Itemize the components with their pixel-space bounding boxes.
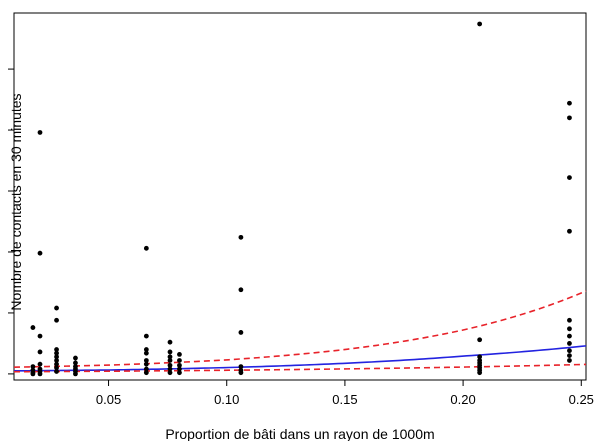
data-point xyxy=(567,326,572,332)
data-point xyxy=(54,347,59,352)
data-point xyxy=(238,287,244,293)
y-axis: 0 50 100 150 200 250 xyxy=(0,58,14,378)
y-tick-label: 250 xyxy=(0,58,3,80)
data-point xyxy=(567,115,572,121)
x-tick-label: 0.05 xyxy=(96,392,121,407)
x-axis-title: Proportion de bâti dans un rayon de 1000… xyxy=(165,426,434,441)
data-point xyxy=(73,360,78,366)
data-points xyxy=(30,21,572,377)
data-point xyxy=(167,358,173,363)
data-point xyxy=(177,370,182,376)
y-tick-label: 100 xyxy=(0,241,3,263)
data-point xyxy=(567,358,572,363)
data-point xyxy=(143,358,149,363)
data-point xyxy=(54,358,59,363)
data-point xyxy=(477,370,483,376)
data-point xyxy=(143,350,149,356)
data-point xyxy=(567,175,572,181)
plot-frame xyxy=(13,12,587,381)
data-point xyxy=(238,370,244,376)
data-point xyxy=(167,339,173,345)
data-point xyxy=(143,245,149,251)
data-point xyxy=(54,317,59,323)
data-point xyxy=(143,347,149,352)
fit-curves xyxy=(13,290,587,373)
data-point xyxy=(54,305,59,311)
x-tick-label: 0.15 xyxy=(332,392,357,407)
x-tick-label: 0.25 xyxy=(569,392,594,407)
data-point xyxy=(567,348,572,354)
y-tick-label: 150 xyxy=(0,180,3,202)
data-point xyxy=(37,361,43,367)
data-point xyxy=(73,355,78,361)
y-tick-label: 50 xyxy=(0,306,3,320)
y-axis-title: Nombre de contacts en 30 minutes xyxy=(8,93,24,310)
data-point xyxy=(37,371,43,377)
y-tick-label: 0 xyxy=(0,370,3,377)
data-point xyxy=(477,337,483,343)
y-tick-label: 200 xyxy=(0,119,3,141)
data-point xyxy=(167,354,173,360)
data-point xyxy=(37,250,43,256)
x-tick-label: 0.20 xyxy=(450,392,475,407)
x-axis: 0.05 0.10 0.15 0.20 0.25 xyxy=(96,380,594,407)
data-point xyxy=(238,234,244,240)
data-point xyxy=(37,349,43,355)
data-point xyxy=(567,333,572,339)
data-point xyxy=(567,317,572,323)
data-point xyxy=(37,333,43,339)
data-point xyxy=(73,371,78,377)
data-point xyxy=(143,370,149,376)
data-point xyxy=(177,352,182,357)
data-point xyxy=(567,100,572,106)
data-point xyxy=(177,358,182,363)
data-point xyxy=(54,361,59,367)
confidence-band-line xyxy=(13,290,587,368)
data-point xyxy=(143,366,149,372)
data-point xyxy=(30,325,36,330)
data-point xyxy=(54,365,59,371)
data-point xyxy=(30,371,36,377)
data-point xyxy=(167,349,173,355)
data-point xyxy=(567,353,572,359)
data-point xyxy=(30,364,36,369)
data-point xyxy=(54,350,59,356)
data-point xyxy=(167,366,173,372)
data-point xyxy=(477,21,483,27)
data-point xyxy=(477,354,483,360)
x-tick-label: 0.10 xyxy=(214,392,239,407)
data-point xyxy=(54,369,59,374)
data-point xyxy=(167,370,173,376)
confidence-band-line xyxy=(13,363,587,373)
data-point xyxy=(143,361,149,367)
data-point xyxy=(37,130,43,135)
data-point xyxy=(167,362,173,368)
data-point xyxy=(143,333,149,339)
data-point xyxy=(567,341,572,346)
data-point xyxy=(177,366,182,372)
data-point xyxy=(177,362,182,368)
data-point xyxy=(54,354,59,360)
data-point xyxy=(238,364,244,369)
data-point xyxy=(567,228,572,234)
data-point xyxy=(238,330,244,335)
fit-line xyxy=(13,345,587,372)
